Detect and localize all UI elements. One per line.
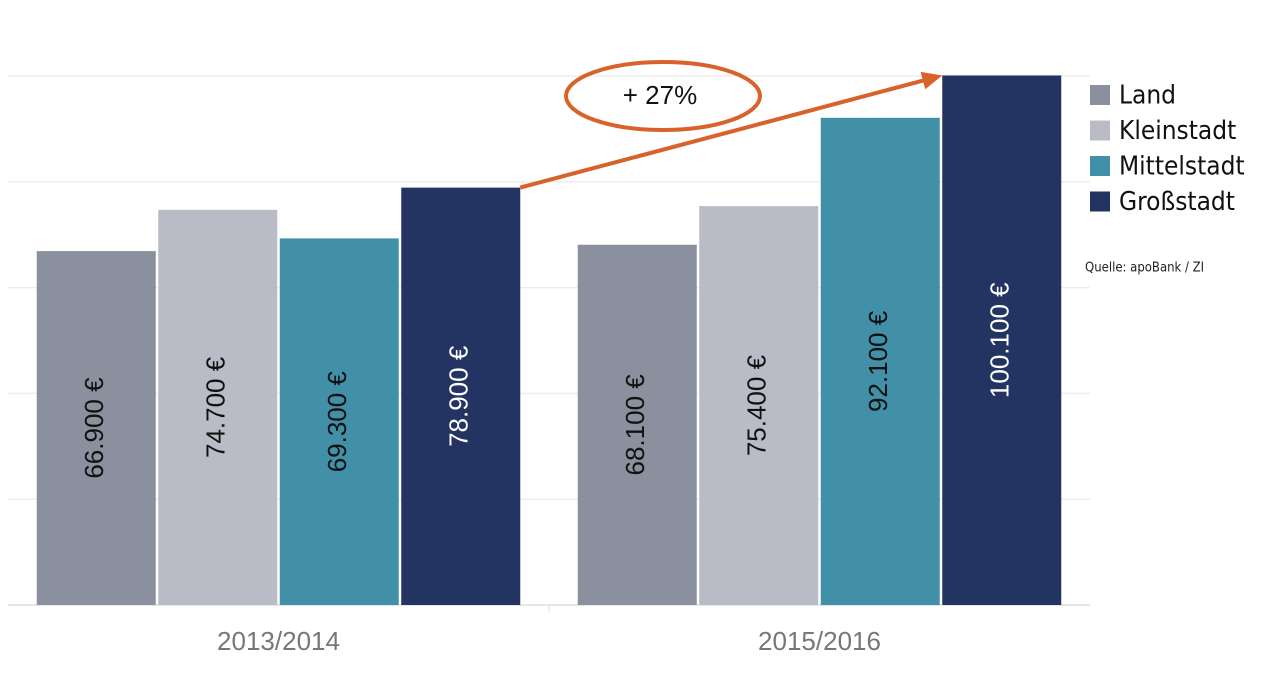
legend-swatch — [1090, 120, 1110, 141]
x-tick-label: 2015/2016 — [758, 626, 881, 656]
x-tick-label: 2013/2014 — [217, 626, 340, 656]
value-label: 68.100 € — [620, 374, 650, 476]
annotation: + 27% — [623, 80, 697, 110]
value-label: 78.900 € — [444, 345, 474, 447]
source: Quelle: apoBank / ZI — [1085, 261, 1204, 276]
value-label: 92.100 € — [863, 310, 893, 412]
legend-label: Land — [1119, 81, 1176, 111]
value-label: 69.300 € — [322, 371, 352, 473]
arrow-line — [519, 77, 928, 190]
bar — [279, 238, 399, 605]
bar — [820, 117, 940, 605]
legend-label: Mittelstadt — [1119, 152, 1245, 182]
legend-swatch — [1090, 191, 1110, 212]
value-label: 100.100 € — [985, 282, 1015, 398]
annotation-ellipse — [564, 60, 762, 132]
legend-label: Großstadt — [1119, 187, 1235, 217]
arrow-head — [920, 71, 943, 90]
legend-swatch — [1090, 156, 1110, 176]
bar — [158, 209, 278, 605]
value-label: 75.400 € — [742, 354, 772, 456]
bar — [577, 244, 697, 605]
bar — [36, 251, 156, 605]
value-label: 66.900 € — [79, 377, 109, 479]
legend-swatch — [1090, 85, 1110, 105]
legend-label: Kleinstadt — [1119, 116, 1236, 146]
bar — [401, 187, 521, 605]
bar — [699, 206, 819, 605]
value-label: 74.700 € — [201, 356, 231, 458]
bar — [942, 75, 1062, 605]
